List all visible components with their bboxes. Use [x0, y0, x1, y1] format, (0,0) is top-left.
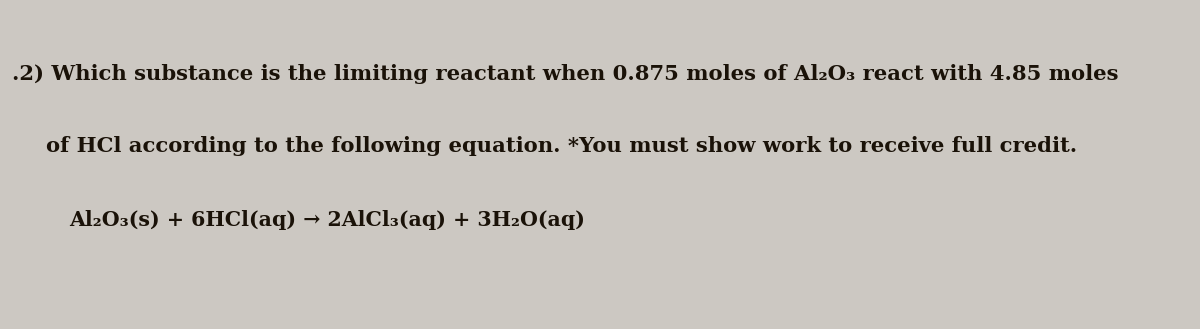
Text: of HCl according to the following equation. *You must show work to receive full : of HCl according to the following equati… [46, 137, 1076, 156]
Text: .2) Which substance is the limiting reactant when 0.875 moles of Al₂O₃ react wit: .2) Which substance is the limiting reac… [12, 64, 1118, 84]
Text: Al₂O₃(s) + 6HCl(aq) → 2AlCl₃(aq) + 3H₂O(aq): Al₂O₃(s) + 6HCl(aq) → 2AlCl₃(aq) + 3H₂O(… [70, 211, 586, 230]
